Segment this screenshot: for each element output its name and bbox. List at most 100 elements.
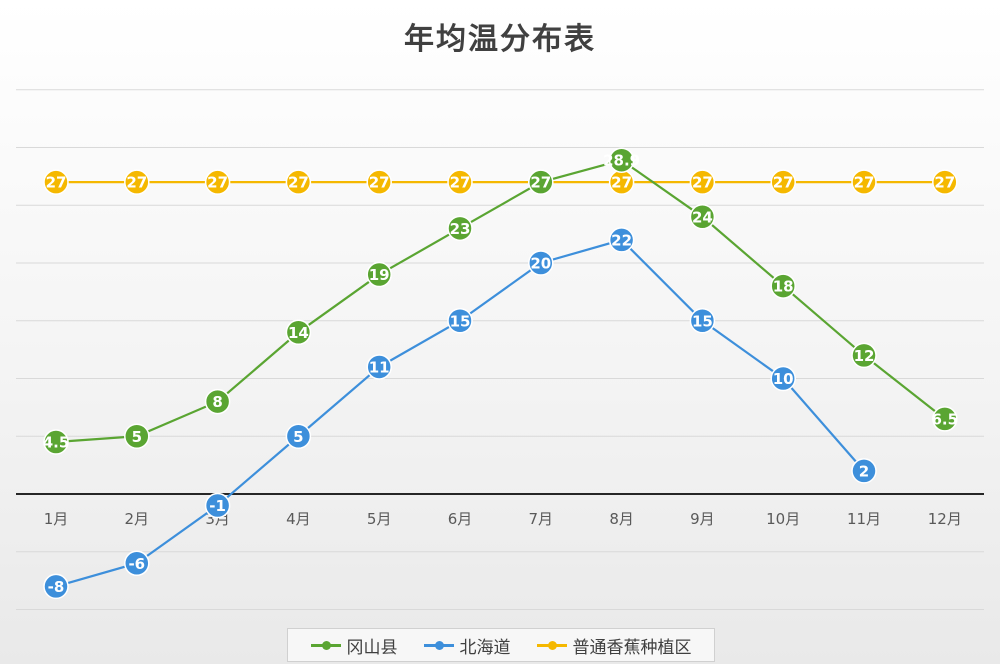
data-point (932, 406, 958, 432)
data-label: 5 (132, 428, 142, 446)
grid-layer (16, 89, 984, 610)
chart-title: 年均温分布表 (404, 22, 596, 57)
data-label: 6.5 (932, 410, 959, 428)
data-point (689, 204, 716, 230)
data-label: 27 (530, 174, 551, 192)
data-point (689, 308, 716, 334)
data-point (43, 429, 69, 455)
data-label: 4.5 (43, 434, 70, 452)
data-label: 27 (611, 174, 632, 192)
data-point (851, 342, 877, 369)
series-1: -8 -6 -1 5 11 15 20 22 15 10 2 (43, 227, 877, 600)
data-label: 27 (288, 174, 309, 192)
series-2: 27 27 27 27 27 27 27 27 27 27 27 27 (43, 169, 958, 195)
data-label: 8 (212, 393, 222, 411)
legend-marker (434, 640, 444, 650)
data-point (124, 550, 150, 577)
data-point (608, 227, 635, 253)
data-label: 27 (934, 174, 955, 192)
data-point (285, 169, 312, 195)
data-point (124, 169, 150, 195)
data-point (366, 261, 392, 288)
data-label: -1 (209, 497, 226, 515)
data-label: 19 (369, 266, 390, 284)
data-label: 23 (450, 220, 471, 238)
legend-item: 北海道 (423, 633, 511, 658)
x-tick-label: 1月 (44, 510, 69, 528)
data-point (285, 423, 312, 449)
data-point (770, 169, 796, 195)
data-label: 18 (773, 278, 794, 296)
x-tick-label: 5月 (367, 510, 392, 528)
data-point (124, 423, 150, 449)
data-label: 27 (46, 174, 67, 192)
legend-item: 普通香蕉种植区 (536, 633, 692, 658)
data-point (447, 308, 473, 334)
series-layer: 27 27 27 27 27 27 27 27 27 27 27 27 -8 -6 -1 5 11 15 20 22 1… (43, 147, 959, 600)
x-tick-label: 2月 (125, 510, 150, 528)
legend-marker (321, 640, 331, 650)
data-point (204, 169, 231, 195)
data-label: 27 (450, 174, 471, 192)
data-point (447, 169, 473, 195)
chart-legend: 冈山县 北海道 普通香蕉种植区 (287, 628, 715, 662)
data-label: 27 (854, 174, 875, 192)
data-label: 12 (854, 347, 875, 365)
series-line (55, 159, 946, 444)
data-point (528, 250, 554, 276)
data-point (528, 169, 554, 195)
data-point (851, 169, 877, 195)
legend-swatch (536, 640, 567, 650)
series-0: 4.5 5 8 14 19 23 27 28.9 24 18 12 6.5 (43, 147, 959, 455)
data-label: 27 (369, 174, 390, 192)
x-axis: 1月 2月 3月 4月 5月 6月 7月 8月 9月 10月 11月 12月 (16, 493, 984, 528)
data-point (851, 458, 877, 484)
series-line (55, 238, 865, 588)
data-label: -8 (48, 578, 65, 596)
data-label: 15 (692, 312, 713, 330)
legend-marker (547, 640, 557, 650)
legend-item: 冈山县 (310, 633, 398, 658)
data-label: 15 (450, 312, 471, 330)
legend-label: 北海道 (459, 637, 511, 658)
x-tick-label: 6月 (448, 510, 473, 528)
data-label: 14 (288, 324, 309, 342)
data-point (447, 215, 473, 242)
x-tick-label: 12月 (928, 510, 962, 528)
data-point (204, 388, 231, 415)
data-point (285, 319, 312, 346)
data-point (204, 492, 231, 519)
legend-swatch (423, 640, 454, 650)
x-tick-label: 7月 (529, 510, 554, 528)
data-label: 27 (773, 174, 794, 192)
x-tick-label: 8月 (609, 510, 634, 528)
data-point (366, 169, 392, 195)
legend-swatch (310, 640, 341, 650)
data-point (770, 273, 796, 299)
data-label: 24 (692, 208, 713, 226)
data-label: 28.9 (603, 152, 640, 170)
data-point (43, 169, 69, 195)
data-point (689, 169, 716, 195)
data-label: 20 (530, 255, 551, 273)
data-label: 27 (207, 174, 228, 192)
data-label: -6 (128, 555, 145, 573)
x-tick-label: 11月 (847, 510, 881, 528)
x-tick-label: 9月 (690, 510, 715, 528)
data-label: 5 (293, 428, 303, 446)
data-point (43, 573, 69, 600)
data-label: 22 (611, 231, 632, 249)
data-label: 27 (692, 174, 713, 192)
data-point (770, 365, 796, 392)
data-label: 10 (773, 370, 794, 388)
data-point (366, 354, 392, 380)
data-label: 27 (126, 174, 147, 192)
data-point (608, 147, 635, 173)
legend-label: 普通香蕉种植区 (572, 637, 692, 658)
data-label: 2 (859, 462, 869, 480)
x-tick-label: 10月 (766, 510, 800, 528)
legend-label: 冈山县 (346, 637, 398, 658)
data-label: 11 (369, 358, 390, 376)
